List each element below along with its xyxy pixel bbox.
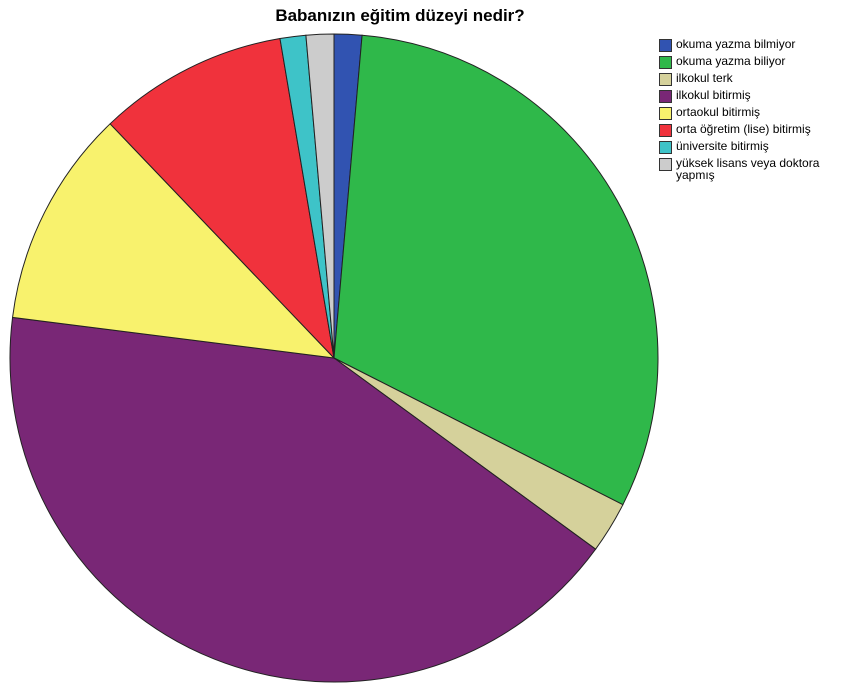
- legend-item: okuma yazma bilmiyor: [659, 38, 864, 52]
- legend-item: üniversite bitirmiş: [659, 140, 864, 154]
- chart-title: Babanızın eğitim düzeyi nedir?: [275, 6, 525, 25]
- legend-label: okuma yazma biliyor: [676, 54, 786, 68]
- legend-swatch: [659, 39, 672, 52]
- pie-slice-6: [109, 37, 335, 360]
- legend-label: üniversite bitirmiş: [676, 139, 769, 153]
- legend-item: ortaokul bitirmiş: [659, 106, 864, 120]
- legend-label: okuma yazma bilmiyor: [676, 37, 796, 51]
- legend-swatch: [659, 90, 672, 103]
- legend-item: ilkokul bitirmiş: [659, 89, 864, 103]
- legend-swatch: [659, 141, 672, 154]
- pie-slice-5: [11, 123, 336, 359]
- legend-item: orta öğretim (lise) bitirmiş: [659, 123, 864, 137]
- legend-label: ilkokul bitirmiş: [676, 88, 751, 102]
- legend-label: ilkokul terk: [676, 71, 733, 85]
- legend-item: okuma yazma biliyor: [659, 55, 864, 69]
- legend-item: ilkokul terk: [659, 72, 864, 86]
- pie-slice-4: [9, 316, 597, 683]
- legend-swatch: [659, 73, 672, 86]
- legend-label: ortaokul bitirmiş: [676, 105, 761, 119]
- legend-swatch: [659, 158, 672, 171]
- legend-swatch: [659, 107, 672, 120]
- legend: okuma yazma bilmiyor okuma yazma biliyor i…: [659, 38, 864, 184]
- pie-slice-8: [305, 33, 335, 359]
- legend-item: yüksek lisans veya doktora yapmış: [659, 157, 864, 181]
- pie-slices: [9, 33, 659, 683]
- pie-slice-2: [333, 34, 659, 506]
- legend-label: yüksek lisans veya doktora yapmış: [676, 156, 820, 182]
- legend-label: orta öğretim (lise) bitirmiş: [676, 122, 811, 136]
- legend-swatch: [659, 124, 672, 137]
- legend-swatch: [659, 56, 672, 69]
